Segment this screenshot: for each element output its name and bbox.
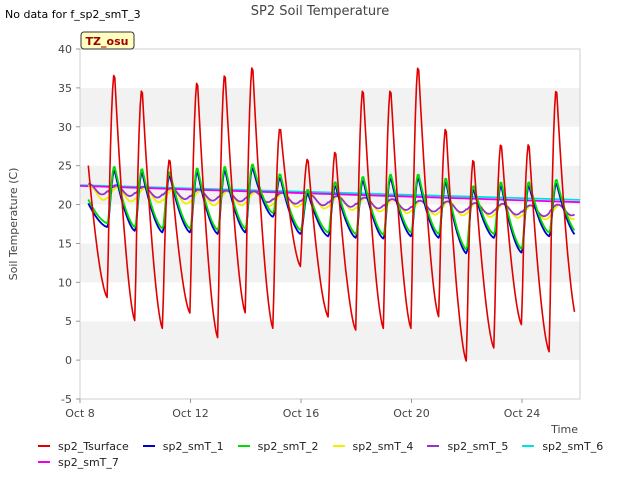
- legend-item: sp2_smT_7: [38, 456, 119, 469]
- legend-label: sp2_smT_7: [58, 455, 119, 469]
- legend-label: sp2_smT_6: [542, 439, 604, 453]
- grid-band: [80, 87, 580, 127]
- legend-item: sp2_smT_6: [522, 440, 603, 453]
- legend-swatch: [237, 445, 250, 447]
- legend-swatch: [427, 445, 440, 447]
- y-tick-label: 10: [58, 276, 72, 289]
- annotation-label: TZ_osu: [86, 35, 129, 48]
- legend-swatch: [522, 445, 535, 447]
- grid-band: [80, 321, 580, 361]
- legend-label: sp2_smT_2: [257, 439, 319, 453]
- legend-item: sp2_smT_1: [142, 439, 224, 453]
- legend-swatch: [38, 461, 50, 463]
- legend-item: sp2_Tsurface: [38, 440, 129, 453]
- legend-row: sp2_smT_7: [38, 454, 638, 470]
- legend: sp2_Tsurface sp2_smT_1 sp2_smT_2 sp2_smT_4 s…: [38, 438, 638, 470]
- legend-swatch: [38, 445, 50, 447]
- series-line-sp2_smT_7: [79, 185, 581, 204]
- legend-label: sp2_smT_4: [352, 439, 414, 453]
- series-line-sp2_Tsurface: [87, 67, 576, 362]
- legend-label: sp2_smT_1: [162, 439, 224, 453]
- legend-item: sp2_smT_4: [332, 439, 414, 453]
- grid-band: [80, 126, 580, 166]
- x-tick-label: Oct 12: [172, 407, 209, 420]
- x-tick-label: Oct 8: [65, 407, 95, 420]
- y-tick-label: 35: [58, 82, 72, 95]
- x-axis-label: Time: [550, 423, 578, 436]
- y-tick-label: -5: [61, 393, 72, 406]
- legend-row: sp2_Tsurface sp2_smT_1 sp2_smT_2 sp2_smT_4 s…: [38, 438, 638, 454]
- y-tick-label: 20: [58, 199, 72, 212]
- y-tick-label: 30: [58, 121, 72, 134]
- plot-frame: [79, 48, 581, 400]
- x-tick-label: Oct 24: [504, 407, 541, 420]
- y-tick-label: 25: [58, 160, 72, 173]
- y-tick-label: 0: [65, 354, 72, 367]
- x-tick-label: Oct 16: [283, 407, 320, 420]
- legend-swatch: [142, 445, 155, 447]
- grid-band: [80, 282, 580, 322]
- y-tick-label: 5: [65, 315, 72, 328]
- annotation-box: [80, 31, 135, 50]
- series-line-sp2_smT_6: [79, 184, 581, 201]
- grid-band: [80, 49, 580, 88]
- y-tick-label: 15: [58, 237, 72, 250]
- y-axis-label: Soil Temperature (C): [7, 168, 20, 281]
- grid-band: [80, 360, 580, 399]
- legend-item: sp2_smT_2: [237, 439, 319, 453]
- chart-title: SP2 Soil Temperature: [251, 4, 389, 19]
- y-tick-label: 40: [58, 43, 72, 56]
- no-data-note: No data for f_sp2_smT_3: [5, 8, 141, 21]
- x-tick-label: Oct 20: [393, 407, 430, 420]
- legend-label: sp2_smT_5: [447, 439, 509, 453]
- legend-item: sp2_smT_5: [427, 440, 508, 453]
- legend-label: sp2_Tsurface: [58, 439, 129, 453]
- legend-swatch: [332, 445, 345, 447]
